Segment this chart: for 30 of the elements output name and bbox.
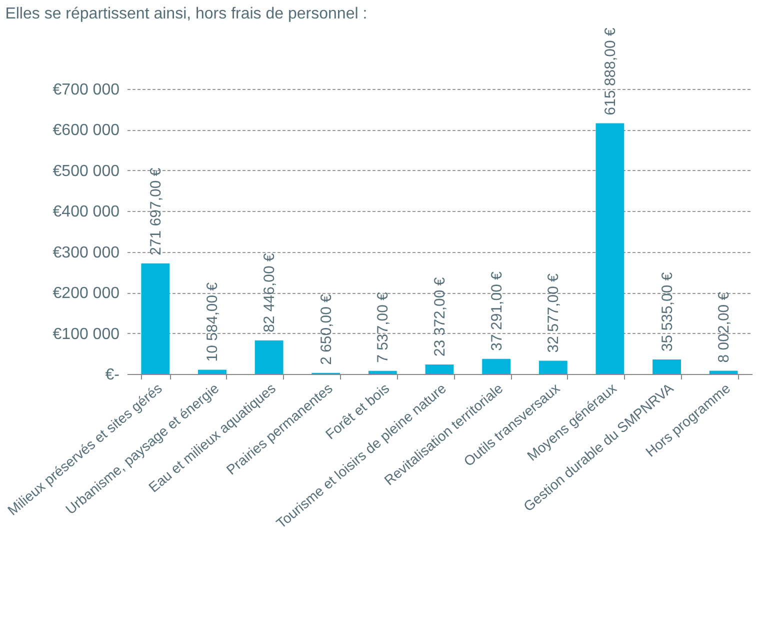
bar: [141, 263, 170, 374]
y-tick-label: €400 000: [52, 204, 120, 221]
y-tick-label: €300 000: [52, 244, 120, 262]
data-label: 37 291,00 €: [488, 270, 506, 351]
bar: [709, 370, 738, 374]
data-label: 2 650,00 €: [318, 293, 335, 365]
bar: [198, 370, 226, 374]
y-tick-label: €100 000: [52, 326, 120, 343]
y-tick-label: €500 000: [52, 162, 120, 180]
data-label: 82 446,00 €: [261, 252, 278, 332]
data-label: 35 535,00 €: [658, 272, 676, 352]
y-tick-label: €-: [105, 366, 120, 384]
data-label: 23 372,00 €: [432, 276, 448, 356]
bar: [652, 360, 681, 374]
data-label: 8 002,00 €: [716, 291, 733, 363]
y-tick-label: €200 000: [52, 285, 120, 302]
chart-title: Elles se répartissent ainsi, hors frais de personnel :: [5, 6, 368, 23]
data-label: 271 697,00 €: [147, 167, 164, 256]
data-label: 10 584,00 €: [204, 282, 222, 362]
data-label: 615 888,00 €: [602, 27, 619, 116]
bar: [538, 360, 568, 374]
bar: [596, 123, 624, 374]
y-tick-label: €700 000: [52, 82, 120, 98]
data-label: 7 537,00 €: [374, 291, 392, 363]
bar: [482, 358, 511, 374]
data-label: 32 577,00 €: [545, 272, 562, 353]
y-tick-label: €600 000: [52, 122, 120, 140]
bar: [254, 340, 284, 374]
bar: [368, 370, 397, 374]
bar: [425, 364, 454, 374]
